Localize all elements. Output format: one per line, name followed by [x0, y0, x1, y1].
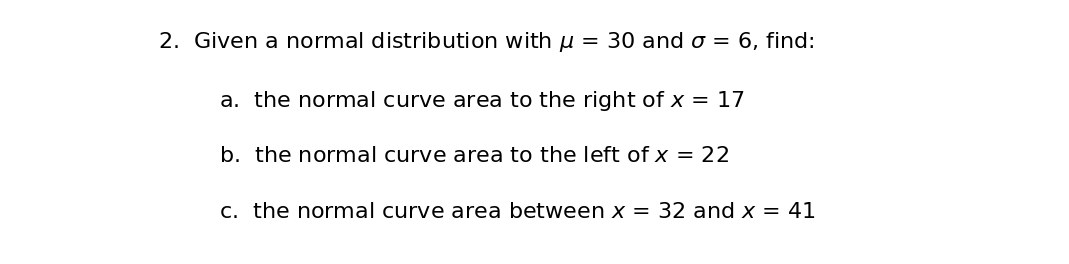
Text: 2.  Given a normal distribution with $\mu$ = 30 and $\sigma$ = 6, find:: 2. Given a normal distribution with $\mu… [158, 30, 815, 54]
Text: a.  the normal curve area to the right of $x$ = 17: a. the normal curve area to the right of… [219, 89, 745, 113]
Text: c.  the normal curve area between $x$ = 32 and $x$ = 41: c. the normal curve area between $x$ = 3… [219, 202, 816, 222]
Text: b.  the normal curve area to the left of $x$ = 22: b. the normal curve area to the left of … [219, 146, 729, 166]
